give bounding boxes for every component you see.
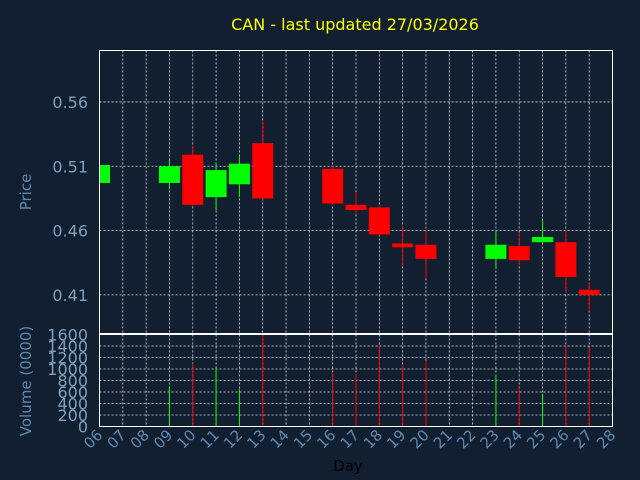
price-plot-frame — [99, 50, 613, 334]
x-tick-label: 15 — [290, 426, 316, 452]
candle — [578, 282, 600, 312]
volume-y-tick-label: 200 — [57, 406, 88, 425]
candle — [368, 206, 390, 236]
volume-y-tick-label: 0 — [78, 418, 88, 437]
candle-body — [485, 244, 507, 259]
volume-y-tick-label: 800 — [57, 372, 88, 391]
x-tick-label: 19 — [383, 426, 409, 452]
volume-bars — [168, 334, 590, 427]
candle — [182, 145, 204, 207]
x-tick-label: 13 — [243, 426, 269, 452]
x-tick-label: 24 — [500, 426, 526, 452]
volume-y-tick-label: 600 — [57, 383, 88, 402]
candle-body — [322, 168, 344, 204]
price-y-tick-label: 0.46 — [52, 222, 88, 241]
x-tick-label: 20 — [407, 426, 433, 452]
candle-body — [415, 244, 437, 259]
volume-y-tick-label: 400 — [57, 395, 88, 414]
volume-y-tick-label: 1400 — [47, 337, 88, 356]
price-axis-label: Price — [17, 174, 35, 211]
x-tick-label: 18 — [360, 426, 386, 452]
candle-body — [182, 154, 204, 205]
candle — [158, 159, 180, 190]
x-tick-label: 21 — [430, 426, 456, 452]
candle-body — [205, 170, 227, 198]
candle-body — [508, 246, 530, 261]
candle — [99, 164, 110, 183]
candle-body — [158, 166, 180, 183]
candle-body — [392, 243, 414, 248]
x-axis-label: Day — [333, 457, 363, 475]
x-tick-label: 11 — [197, 426, 223, 452]
candle — [508, 233, 530, 266]
x-tick-label: 23 — [477, 426, 503, 452]
x-tick-label: 27 — [570, 426, 596, 452]
candle-body — [345, 204, 367, 211]
candle-body — [228, 163, 250, 185]
volume-y-tick-label: 1000 — [47, 360, 88, 379]
candle — [228, 155, 250, 198]
candle — [345, 192, 367, 214]
candle — [532, 220, 554, 244]
price-y-tick-labels: 0.41 0.46 0.51 0.56 — [52, 93, 88, 305]
candle — [392, 226, 414, 265]
volume-axis-label: Volume (0000) — [17, 326, 35, 436]
candle — [555, 230, 577, 293]
volume-y-tick-label: 1600 — [47, 326, 88, 345]
x-tick-label: 08 — [127, 426, 153, 452]
x-tick-labels: 0607080910111213141516171819202122232425… — [80, 426, 619, 452]
volume-y-tick-label: 1200 — [47, 349, 88, 368]
x-tick-label: 07 — [103, 426, 129, 452]
candle-body — [252, 143, 274, 199]
x-tick-label: 25 — [523, 426, 549, 452]
candle-body — [578, 289, 600, 295]
candle-body — [532, 237, 554, 243]
x-tick-label: 16 — [313, 426, 339, 452]
price-candles — [99, 121, 600, 312]
price-y-tick-label: 0.51 — [52, 157, 88, 176]
x-tick-label: 09 — [150, 426, 176, 452]
volume-plot-frame — [99, 334, 613, 427]
price-y-tick-label: 0.56 — [52, 93, 88, 112]
candle — [415, 230, 437, 279]
x-tick-label: 14 — [267, 426, 293, 452]
candle — [322, 166, 344, 205]
candle — [252, 121, 274, 200]
candle-body — [368, 207, 390, 235]
candle-body — [99, 164, 110, 183]
x-tick-label: 17 — [337, 426, 363, 452]
x-tick-label: 28 — [593, 426, 619, 452]
candle — [205, 162, 227, 211]
candle — [485, 230, 507, 270]
price-y-tick-label: 0.41 — [52, 286, 88, 305]
chart-title: CAN - last updated 27/03/2026 — [231, 15, 479, 34]
x-tick-label: 26 — [546, 426, 572, 452]
x-tick-label: 10 — [173, 426, 199, 452]
x-tick-label: 22 — [453, 426, 479, 452]
x-tick-label: 12 — [220, 426, 246, 452]
candle-body — [555, 242, 577, 277]
